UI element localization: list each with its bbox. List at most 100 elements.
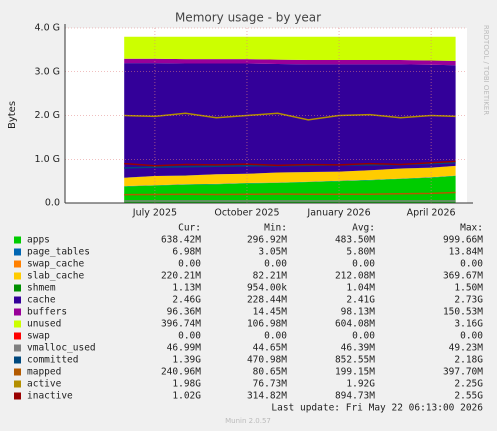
legend-stat: 0.00 bbox=[460, 259, 483, 270]
y-tick-label: 2.0 G bbox=[35, 110, 61, 121]
legend-stat: 2.25G bbox=[454, 379, 483, 390]
legend-stat: 396.74M bbox=[161, 319, 201, 330]
legend-stat: 954.00k bbox=[247, 283, 287, 294]
legend-stat: 369.67M bbox=[443, 271, 483, 282]
legend-stat: 82.21M bbox=[253, 271, 288, 282]
legend-swatch bbox=[14, 236, 21, 244]
legend-stat: 894.73M bbox=[335, 391, 375, 402]
legend-stat: 220.21M bbox=[161, 271, 201, 282]
legend-stat: 0.00 bbox=[264, 259, 287, 270]
y-axis-label: Bytes bbox=[7, 101, 18, 129]
legend-stat: 483.50M bbox=[335, 235, 375, 246]
x-tick-label: October 2025 bbox=[214, 208, 279, 219]
legend-stat: 999.66M bbox=[443, 235, 483, 246]
legend-header: Min: bbox=[264, 223, 287, 234]
legend-swatch bbox=[14, 344, 21, 352]
legend-stat: 1.13M bbox=[172, 283, 201, 294]
x-tick-label: April 2026 bbox=[407, 208, 456, 219]
area bbox=[124, 175, 456, 203]
legend-label: apps bbox=[27, 235, 50, 246]
legend-swatch bbox=[14, 368, 21, 376]
chart-title: Memory usage - by year bbox=[175, 11, 321, 25]
legend-stat: 2.18G bbox=[454, 355, 483, 366]
legend-stat: 1.39G bbox=[172, 355, 201, 366]
legend-label: cache bbox=[27, 295, 56, 306]
legend-label: unused bbox=[27, 319, 61, 330]
legend-header: Avg: bbox=[352, 223, 375, 234]
legend-stat: 5.80M bbox=[346, 247, 375, 258]
legend-stat: 228.44M bbox=[247, 295, 287, 306]
legend-stat: 1.98G bbox=[172, 379, 201, 390]
legend-swatch bbox=[14, 332, 21, 340]
legend-stat: 638.42M bbox=[161, 235, 201, 246]
x-tick-label: January 2026 bbox=[306, 208, 370, 219]
legend-label: committed bbox=[27, 355, 78, 366]
legend-stat: 98.13M bbox=[341, 307, 376, 318]
footer: Munin 2.0.57 bbox=[225, 417, 271, 425]
legend-stat: 1.92G bbox=[346, 379, 375, 390]
legend-header: Cur: bbox=[178, 223, 201, 234]
legend-stat: 2.73G bbox=[454, 295, 483, 306]
legend-stat: 296.92M bbox=[247, 235, 287, 246]
legend-stat: 49.23M bbox=[449, 343, 484, 354]
legend-swatch bbox=[14, 308, 21, 316]
legend-stat: 80.65M bbox=[253, 367, 288, 378]
area bbox=[124, 63, 456, 178]
legend-label: mapped bbox=[27, 367, 61, 378]
y-tick-label: 4.0 G bbox=[35, 23, 61, 34]
legend-stat: 0.00 bbox=[178, 331, 201, 342]
legend-stat: 106.98M bbox=[247, 319, 287, 330]
y-tick-label: 1.0 G bbox=[35, 154, 61, 165]
legend-stat: 2.55G bbox=[454, 391, 483, 402]
legend-stat: 2.46G bbox=[172, 295, 201, 306]
line bbox=[124, 112, 456, 121]
legend-swatch bbox=[14, 260, 21, 268]
legend-label: vmalloc_used bbox=[27, 343, 96, 354]
legend-stat: 0.00 bbox=[352, 331, 375, 342]
legend-stat: 76.73M bbox=[253, 379, 288, 390]
legend-stat: 1.04M bbox=[346, 283, 375, 294]
legend-label: swap bbox=[27, 331, 50, 342]
legend-stat: 0.00 bbox=[352, 259, 375, 270]
legend-header: Max: bbox=[460, 223, 483, 234]
legend-stat: 212.08M bbox=[335, 271, 375, 282]
legend-label: swap_cache bbox=[27, 259, 84, 270]
legend-stat: 3.16G bbox=[454, 319, 483, 330]
legend-stat: 0.00 bbox=[264, 331, 287, 342]
side-text: RRDTOOL / TOBI OETIKER bbox=[482, 25, 490, 115]
legend-stat: 0.00 bbox=[460, 331, 483, 342]
legend-stat: 150.53M bbox=[443, 307, 483, 318]
legend-stat: 199.15M bbox=[335, 367, 375, 378]
legend-stat: 604.08M bbox=[335, 319, 375, 330]
legend-stat: 13.84M bbox=[449, 247, 484, 258]
legend-label: page_tables bbox=[27, 247, 90, 258]
x-tick-label: July 2025 bbox=[132, 208, 177, 219]
legend-stat: 470.98M bbox=[247, 355, 287, 366]
last-update: Last update: Fri May 22 06:13:00 2026 bbox=[271, 403, 483, 414]
legend-stat: 46.99M bbox=[167, 343, 202, 354]
legend-label: active bbox=[27, 379, 62, 390]
legend-swatch bbox=[14, 272, 21, 280]
legend-stat: 240.96M bbox=[161, 367, 201, 378]
legend-stat: 0.00 bbox=[178, 259, 201, 270]
legend-stat: 14.45M bbox=[253, 307, 288, 318]
legend-swatch bbox=[14, 284, 21, 292]
line bbox=[124, 160, 456, 167]
legend-stat: 6.98M bbox=[172, 247, 201, 258]
legend-stat: 44.65M bbox=[253, 343, 288, 354]
legend-swatch bbox=[14, 380, 21, 388]
legend-stat: 852.55M bbox=[335, 355, 375, 366]
legend-stat: 96.36M bbox=[167, 307, 202, 318]
legend-swatch bbox=[14, 320, 21, 328]
legend-stat: 1.50M bbox=[454, 283, 483, 294]
legend-swatch bbox=[14, 296, 21, 304]
area bbox=[124, 165, 456, 187]
legend-stat: 1.02G bbox=[172, 391, 201, 402]
legend-stat: 2.41G bbox=[346, 295, 375, 306]
legend-label: slab_cache bbox=[27, 271, 84, 282]
legend-stat: 314.82M bbox=[247, 391, 287, 402]
legend-swatch bbox=[14, 356, 21, 364]
area bbox=[124, 175, 456, 187]
legend-swatch bbox=[14, 248, 21, 256]
